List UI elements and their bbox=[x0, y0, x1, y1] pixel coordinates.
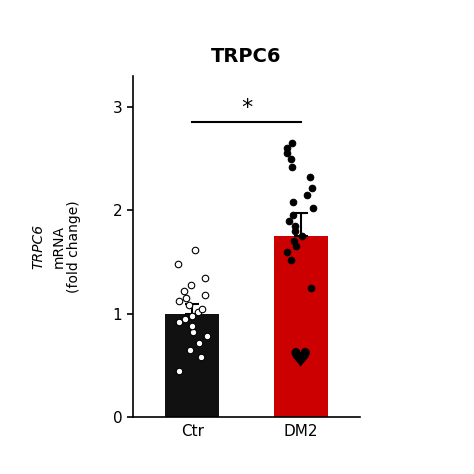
Point bbox=[288, 139, 295, 147]
Point bbox=[180, 287, 187, 295]
Point bbox=[287, 256, 295, 264]
Point bbox=[290, 237, 298, 245]
Point bbox=[174, 260, 182, 268]
Point bbox=[291, 222, 299, 229]
Point bbox=[176, 367, 183, 374]
Point bbox=[308, 284, 315, 292]
Point bbox=[185, 301, 192, 309]
Point bbox=[187, 346, 194, 354]
Point bbox=[310, 204, 317, 212]
Bar bbox=[273, 236, 328, 417]
Point bbox=[189, 312, 196, 319]
Point bbox=[194, 308, 201, 315]
Point bbox=[201, 273, 209, 281]
Point bbox=[291, 227, 299, 235]
Point bbox=[175, 318, 183, 326]
Point bbox=[298, 232, 305, 240]
Point bbox=[297, 353, 304, 361]
Point bbox=[191, 246, 199, 254]
Bar bbox=[165, 314, 219, 417]
Point bbox=[292, 243, 300, 250]
Point bbox=[197, 353, 205, 361]
Point bbox=[182, 315, 189, 323]
Point bbox=[287, 155, 294, 163]
Point bbox=[187, 281, 195, 289]
Text: TRPC6: TRPC6 bbox=[31, 224, 45, 269]
Point bbox=[306, 173, 314, 181]
Point bbox=[303, 191, 311, 199]
Point bbox=[203, 333, 210, 340]
Point bbox=[289, 212, 297, 219]
Title: TRPC6: TRPC6 bbox=[211, 47, 282, 66]
Text: mRNA
(fold change): mRNA (fold change) bbox=[51, 200, 82, 293]
Point bbox=[283, 145, 291, 152]
Point bbox=[308, 184, 316, 191]
Point bbox=[283, 248, 291, 255]
Point bbox=[290, 198, 297, 206]
Point bbox=[195, 339, 203, 346]
Point bbox=[288, 163, 296, 171]
Point bbox=[285, 217, 292, 224]
Point bbox=[189, 322, 196, 330]
Text: *: * bbox=[241, 98, 252, 118]
Point bbox=[283, 150, 291, 157]
Point bbox=[190, 328, 197, 336]
Point bbox=[182, 294, 190, 302]
Point bbox=[201, 292, 209, 299]
Point bbox=[198, 305, 205, 312]
Point bbox=[175, 298, 183, 305]
